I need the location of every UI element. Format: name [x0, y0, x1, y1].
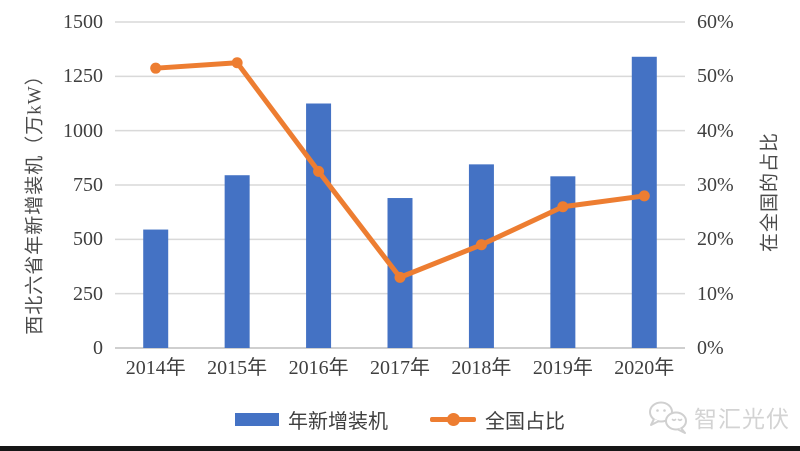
right-tick-10%: 10%: [697, 282, 734, 305]
trend-point-2018年: [475, 239, 487, 251]
line-series-swatch: [430, 413, 476, 426]
trend-point-2020年: [638, 190, 650, 202]
legend-item-bar: 年新增装机: [235, 405, 388, 434]
bar-series-label: 年新增装机: [288, 411, 388, 433]
x-label-2018年: 2018年: [451, 357, 512, 379]
trend-point-2016年: [313, 165, 325, 177]
trend-point-2015年: [231, 57, 243, 69]
x-label-2019年: 2019年: [532, 357, 593, 379]
bar-2018年: [468, 164, 494, 348]
x-label-2017年: 2017年: [370, 357, 430, 379]
right-tick-30%: 30%: [697, 174, 734, 196]
legend: 年新增装机 全国占比: [0, 405, 800, 434]
right-tick-40%: 40%: [697, 119, 734, 142]
left-tick-1500: 1500: [63, 11, 103, 33]
trend-point-2014年: [150, 62, 162, 74]
bar-2015年: [224, 175, 250, 348]
x-label-2020年: 2020年: [614, 357, 675, 379]
left-tick-250: 250: [73, 282, 103, 305]
trend-point-2019年: [557, 201, 569, 213]
left-tick-1000: 1000: [63, 119, 103, 142]
left-tick-750: 750: [73, 174, 103, 196]
watermark: 智汇光伏: [648, 400, 790, 434]
legend-item-line: 全国占比: [430, 405, 565, 434]
wechat-bubbles-icon: [648, 400, 688, 434]
left-tick-0: 0: [93, 337, 103, 359]
x-label-2016年: 2016年: [288, 357, 349, 379]
bar-2014年: [143, 229, 169, 348]
bar-2020年: [631, 56, 657, 348]
right-tick-0%: 0%: [697, 337, 724, 359]
left-tick-500: 500: [73, 228, 103, 251]
bottom-divider: [0, 446, 800, 451]
watermark-text: 智汇光伏: [694, 407, 790, 432]
right-tick-60%: 60%: [697, 11, 734, 33]
right-tick-50%: 50%: [697, 65, 734, 88]
x-label-2015年: 2015年: [207, 357, 268, 379]
bar-2016年: [306, 103, 332, 348]
x-label-2014年: 2014年: [125, 357, 186, 379]
line-series-label: 全国占比: [485, 411, 565, 433]
trend-point-2017年: [394, 271, 406, 283]
right-tick-20%: 20%: [697, 228, 734, 251]
left-tick-1250: 1250: [63, 65, 103, 88]
bar-series-swatch: [235, 413, 279, 426]
